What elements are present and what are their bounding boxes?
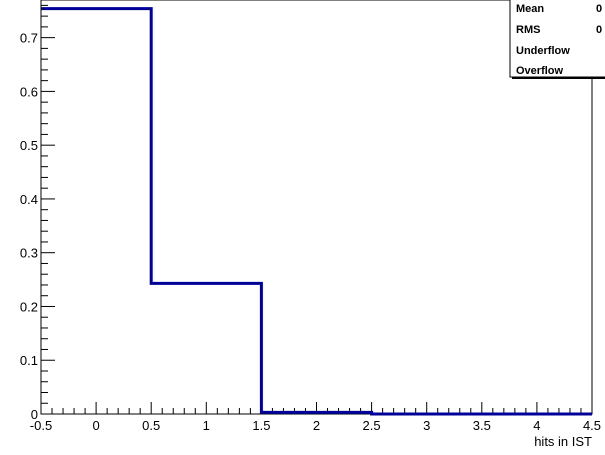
stats-label-overflow: Overflow [516,65,564,77]
y-tick-label: 0 [31,407,38,422]
x-tick-label: 0.5 [142,418,160,433]
y-tick-label: 0.3 [20,246,38,261]
x-tick-label: 3 [423,418,430,433]
y-tick-label: 0.5 [20,138,38,153]
stats-label-mean: Mean [516,3,544,15]
stats-label-underflow: Underflow [516,45,570,57]
y-axis-ticks: 0 0.1 0.2 0.3 0.4 0.5 0.6 0.7 [20,4,55,422]
histogram-series-line [41,7,592,416]
plot-frame [40,0,593,415]
y-tick-label: 0.6 [20,84,38,99]
x-axis-title: hits in IST [534,434,592,449]
stats-box: Mean 0 RMS 0 Underflow Overflow [509,0,605,79]
y-tick-label: 0.7 [20,31,38,46]
stats-value-rms: 0 [596,24,602,36]
x-tick-label: -0.5 [30,418,52,433]
x-tick-label: 4.5 [583,418,601,433]
x-tick-label: 1 [203,418,210,433]
x-tick-label: 3.5 [473,418,491,433]
x-tick-label: 4 [533,418,540,433]
x-tick-label: 2 [313,418,320,433]
x-tick-label: 1.5 [252,418,270,433]
y-tick-label: 0.1 [20,353,38,368]
stats-label-rms: RMS [516,24,540,36]
x-tick-label: 2.5 [363,418,381,433]
y-tick-label: 0.2 [20,299,38,314]
x-axis-ticks: -0.5 0 0.5 1 1.5 2 2.5 3 3.5 4 4.5 [30,402,601,433]
stats-box-frame [509,0,605,78]
stats-value-mean: 0 [596,3,602,15]
y-tick-label: 0.4 [20,192,38,207]
x-tick-label: 0 [92,418,99,433]
